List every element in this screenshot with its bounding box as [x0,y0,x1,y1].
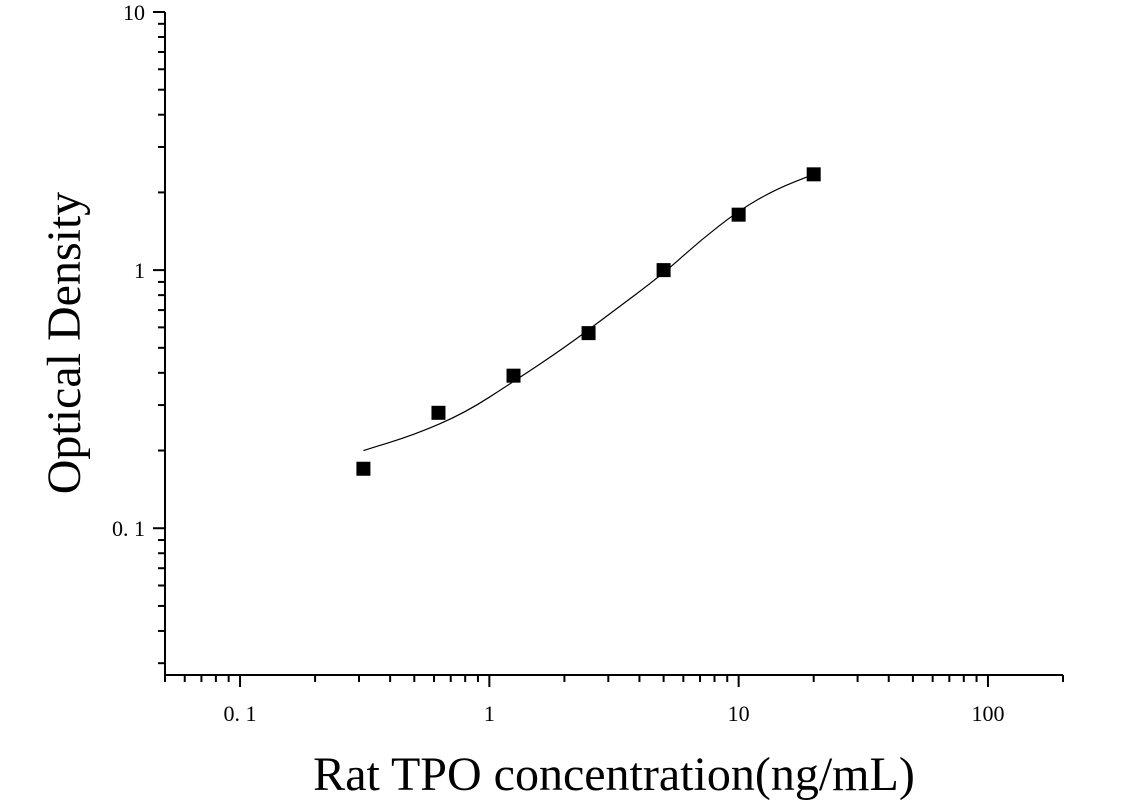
y-axis-title: Optical Density [38,192,91,495]
data-points-layer [356,167,821,476]
x-tick-label: 0. 1 [224,701,257,726]
y-tick-label: 10 [123,0,145,25]
data-point [431,405,446,420]
x-axis-title: Rat TPO concentration(ng/mL) [313,748,915,801]
y-axis-ticks: 0. 1 1 10 [112,0,165,665]
data-point [356,461,371,476]
fit-curve-layer [363,173,814,452]
y-tick-label: 0. 1 [112,516,145,541]
x-axis-ticks: 0. 1 1 10 100 [164,675,1064,726]
x-tick-label: 10 [728,701,750,726]
data-point [656,263,671,278]
data-point [731,207,746,222]
fit-curve [363,173,814,452]
axes [164,12,1063,676]
x-tick-label: 1 [484,701,495,726]
y-tick-label: 1 [134,258,145,283]
data-point [806,167,821,182]
data-point [506,368,521,383]
x-tick-label: 100 [971,701,1004,726]
data-point [581,326,596,341]
